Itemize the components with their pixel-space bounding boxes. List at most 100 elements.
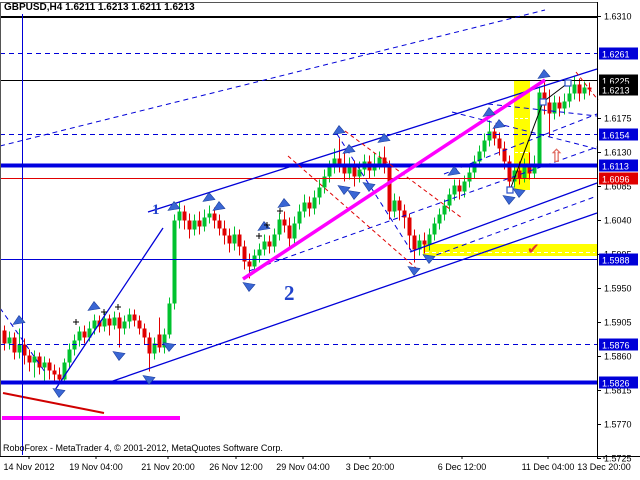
candle-body bbox=[7, 337, 12, 344]
zigzag-segment-1[interactable] bbox=[542, 82, 569, 103]
candle-body bbox=[167, 303, 172, 335]
copyright-text: RoboForex - MetaTrader 4, © 2001-2012, M… bbox=[3, 443, 283, 453]
candle-body bbox=[217, 220, 222, 229]
candle-body bbox=[17, 344, 22, 353]
candle-body bbox=[267, 241, 272, 247]
time-tick-label: 29 Nov 04:00 bbox=[276, 462, 330, 472]
fractal-down-icon bbox=[347, 190, 361, 200]
wave-label-1[interactable]: 1 bbox=[152, 202, 160, 218]
candle-body bbox=[197, 220, 202, 227]
fractal-up-icon bbox=[202, 192, 216, 202]
fractal-up-icon bbox=[277, 198, 291, 208]
candle-body bbox=[547, 102, 552, 114]
selection-handle-2[interactable] bbox=[564, 79, 572, 87]
candle-body bbox=[62, 362, 67, 380]
candle-body bbox=[222, 228, 227, 236]
candle-body bbox=[67, 349, 72, 363]
price-level-badge-label: 1.6096 bbox=[602, 175, 630, 185]
trendline-solid-0[interactable] bbox=[147, 68, 598, 213]
candle-body bbox=[2, 330, 7, 344]
candle-body bbox=[112, 317, 117, 326]
candle-body bbox=[437, 214, 442, 224]
candle-body bbox=[137, 320, 142, 329]
price-level-badge bbox=[599, 338, 638, 351]
candle-body bbox=[427, 234, 432, 245]
trendline-dashed-4[interactable] bbox=[443, 113, 598, 175]
candle-body bbox=[12, 337, 17, 353]
candle-body bbox=[27, 355, 32, 363]
fractal-down-icon bbox=[407, 266, 421, 276]
candle-body bbox=[262, 241, 267, 250]
trendline-solid-2[interactable] bbox=[409, 182, 598, 253]
candle-body bbox=[122, 321, 127, 329]
time-tick-label: 21 Nov 20:00 bbox=[141, 462, 195, 472]
up-arrow-icon[interactable]: ⇧ bbox=[549, 146, 564, 167]
fractal-down-icon bbox=[142, 375, 156, 385]
price-level-badge bbox=[599, 172, 638, 185]
red-dashed-line-2[interactable] bbox=[575, 71, 599, 101]
candle-body bbox=[577, 84, 582, 94]
price-level-badge bbox=[599, 83, 638, 96]
trendline-dashed-2[interactable] bbox=[451, 111, 598, 150]
price-tick-label: 1.5905 bbox=[604, 318, 632, 328]
candle-body bbox=[337, 158, 342, 167]
candle-body bbox=[302, 202, 307, 212]
candle-body bbox=[242, 246, 247, 262]
price-level-badge-label: 1.6213 bbox=[602, 86, 630, 96]
fractal-up-icon bbox=[447, 166, 461, 176]
candle-body bbox=[377, 157, 382, 164]
candle-body bbox=[132, 314, 137, 321]
price-level-badge-label: 1.6154 bbox=[602, 131, 630, 141]
trendline-dashed-0[interactable] bbox=[0, 9, 546, 147]
candle-body bbox=[87, 328, 92, 338]
candle-body bbox=[307, 202, 312, 209]
candle-body bbox=[272, 234, 277, 247]
price-level-badge-label: 1.5876 bbox=[602, 341, 630, 351]
fractal-down-icon bbox=[52, 388, 66, 398]
candle-body bbox=[257, 249, 262, 256]
checkmark-icon[interactable]: ✔ bbox=[527, 240, 540, 258]
red-dashed-line-0[interactable] bbox=[287, 155, 417, 269]
fractal-up-icon bbox=[332, 125, 346, 135]
candle-body bbox=[347, 166, 352, 174]
candle-body bbox=[52, 370, 57, 375]
selection-handle-1[interactable] bbox=[539, 98, 547, 106]
red-decline-line[interactable] bbox=[2, 392, 105, 414]
candle-body bbox=[82, 331, 87, 338]
fractal-up-icon bbox=[482, 107, 496, 117]
price-level-badge bbox=[599, 47, 638, 60]
price-tick-label: 1.5770 bbox=[604, 420, 632, 430]
time-tick-label: 19 Nov 04:00 bbox=[69, 462, 123, 472]
magenta-trend-line[interactable] bbox=[242, 78, 546, 281]
time-tick-label: 6 Dec 12:00 bbox=[438, 462, 487, 472]
fractal-up-icon bbox=[342, 144, 356, 154]
candle-body bbox=[332, 158, 337, 168]
price-level-badge-label: 1.5826 bbox=[602, 379, 630, 389]
trendline-dashed-5[interactable] bbox=[248, 146, 598, 272]
candle-body bbox=[407, 217, 412, 236]
candle-body bbox=[537, 92, 542, 164]
price-tick-label: 1.6175 bbox=[604, 114, 632, 124]
candle-body bbox=[237, 234, 242, 247]
trendline-solid-1[interactable] bbox=[54, 227, 164, 391]
candle-body bbox=[422, 240, 427, 245]
candle-body bbox=[477, 151, 482, 162]
candle-body bbox=[352, 166, 357, 177]
price-level-badge-label: 1.5988 bbox=[602, 256, 630, 266]
candle-body bbox=[57, 374, 62, 380]
candle-body bbox=[22, 344, 27, 356]
candle-body bbox=[32, 356, 37, 363]
candle-body bbox=[47, 362, 52, 371]
selection-handle-0[interactable] bbox=[506, 186, 514, 194]
wave-label-2[interactable]: 2 bbox=[284, 281, 295, 305]
candle-body bbox=[417, 240, 422, 250]
trendline-dashed-6[interactable] bbox=[427, 195, 598, 259]
candle-body bbox=[102, 318, 107, 327]
candle-body bbox=[142, 328, 147, 338]
zigzag-segment-0[interactable] bbox=[509, 101, 544, 191]
candle-body bbox=[117, 317, 122, 329]
price-level-badge bbox=[599, 159, 638, 172]
trendline-solid-3[interactable] bbox=[109, 212, 598, 383]
fractal-up-icon bbox=[492, 119, 506, 129]
